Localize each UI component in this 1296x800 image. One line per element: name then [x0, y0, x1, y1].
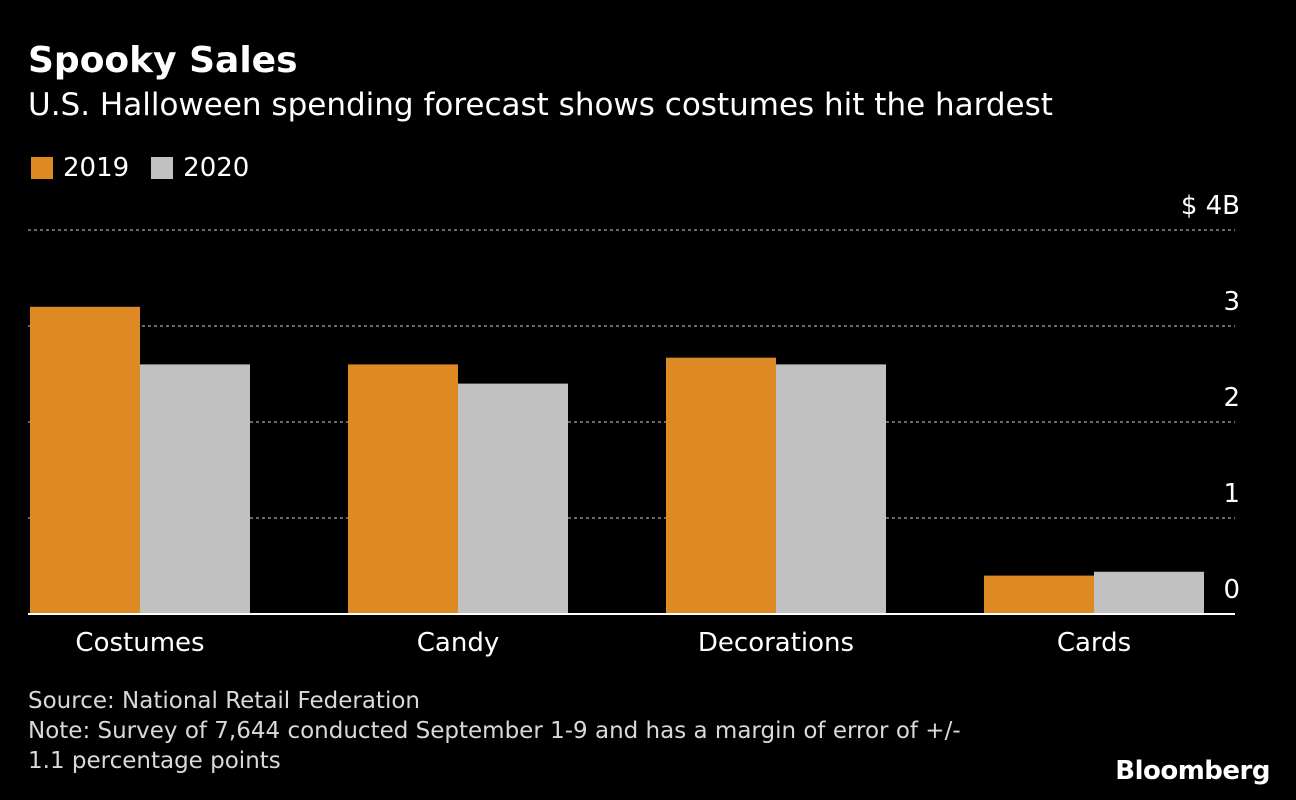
bar-decorations-2019	[666, 357, 776, 614]
bar-costumes-2019	[30, 306, 140, 614]
legend-swatch-2019	[31, 157, 53, 179]
category-label-cards: Cards	[1057, 628, 1131, 658]
source-note: Source: National Retail Federation	[28, 688, 420, 714]
chart-title: Spooky Sales	[28, 40, 298, 81]
y-tick-label-4: $ 4B	[1181, 191, 1240, 221]
category-label-decorations: Decorations	[698, 628, 854, 658]
legend-item-2019: 2019	[31, 153, 129, 183]
y-tick-label-1: 1	[1223, 479, 1240, 509]
legend-swatch-2020	[151, 157, 174, 179]
y-tick-label-0: 0	[1223, 575, 1240, 605]
bar-costumes-2020	[140, 364, 250, 614]
bar-cards-2019	[984, 575, 1094, 614]
legend-label-2019: 2019	[63, 153, 130, 183]
bar-candy-2020	[458, 383, 568, 614]
legend-item-2020: 2020	[151, 153, 249, 183]
y-tick-label-3: 3	[1223, 287, 1240, 317]
bloomberg-logo: Bloomberg	[1115, 756, 1270, 786]
survey-note-line-1: Note: Survey of 7,644 conducted Septembe…	[28, 718, 961, 744]
category-label-costumes: Costumes	[75, 628, 204, 658]
y-tick-label-2: 2	[1223, 383, 1240, 413]
bar-candy-2019	[348, 364, 458, 614]
legend: 2019 2020	[31, 150, 271, 186]
footer-notes: Source: National Retail Federation Note:…	[28, 686, 961, 776]
bars	[30, 306, 1204, 614]
legend-label-2020: 2020	[183, 153, 250, 183]
chart-subtitle: U.S. Halloween spending forecast shows c…	[28, 87, 1053, 123]
axes: 0 1 2 3 $ 4B Costumes Candy Decorations Cards	[28, 191, 1240, 658]
category-label-candy: Candy	[417, 628, 499, 658]
bar-cards-2020	[1094, 571, 1204, 614]
survey-note-line-2: 1.1 percentage points	[28, 748, 281, 774]
bar-decorations-2020	[776, 364, 886, 614]
